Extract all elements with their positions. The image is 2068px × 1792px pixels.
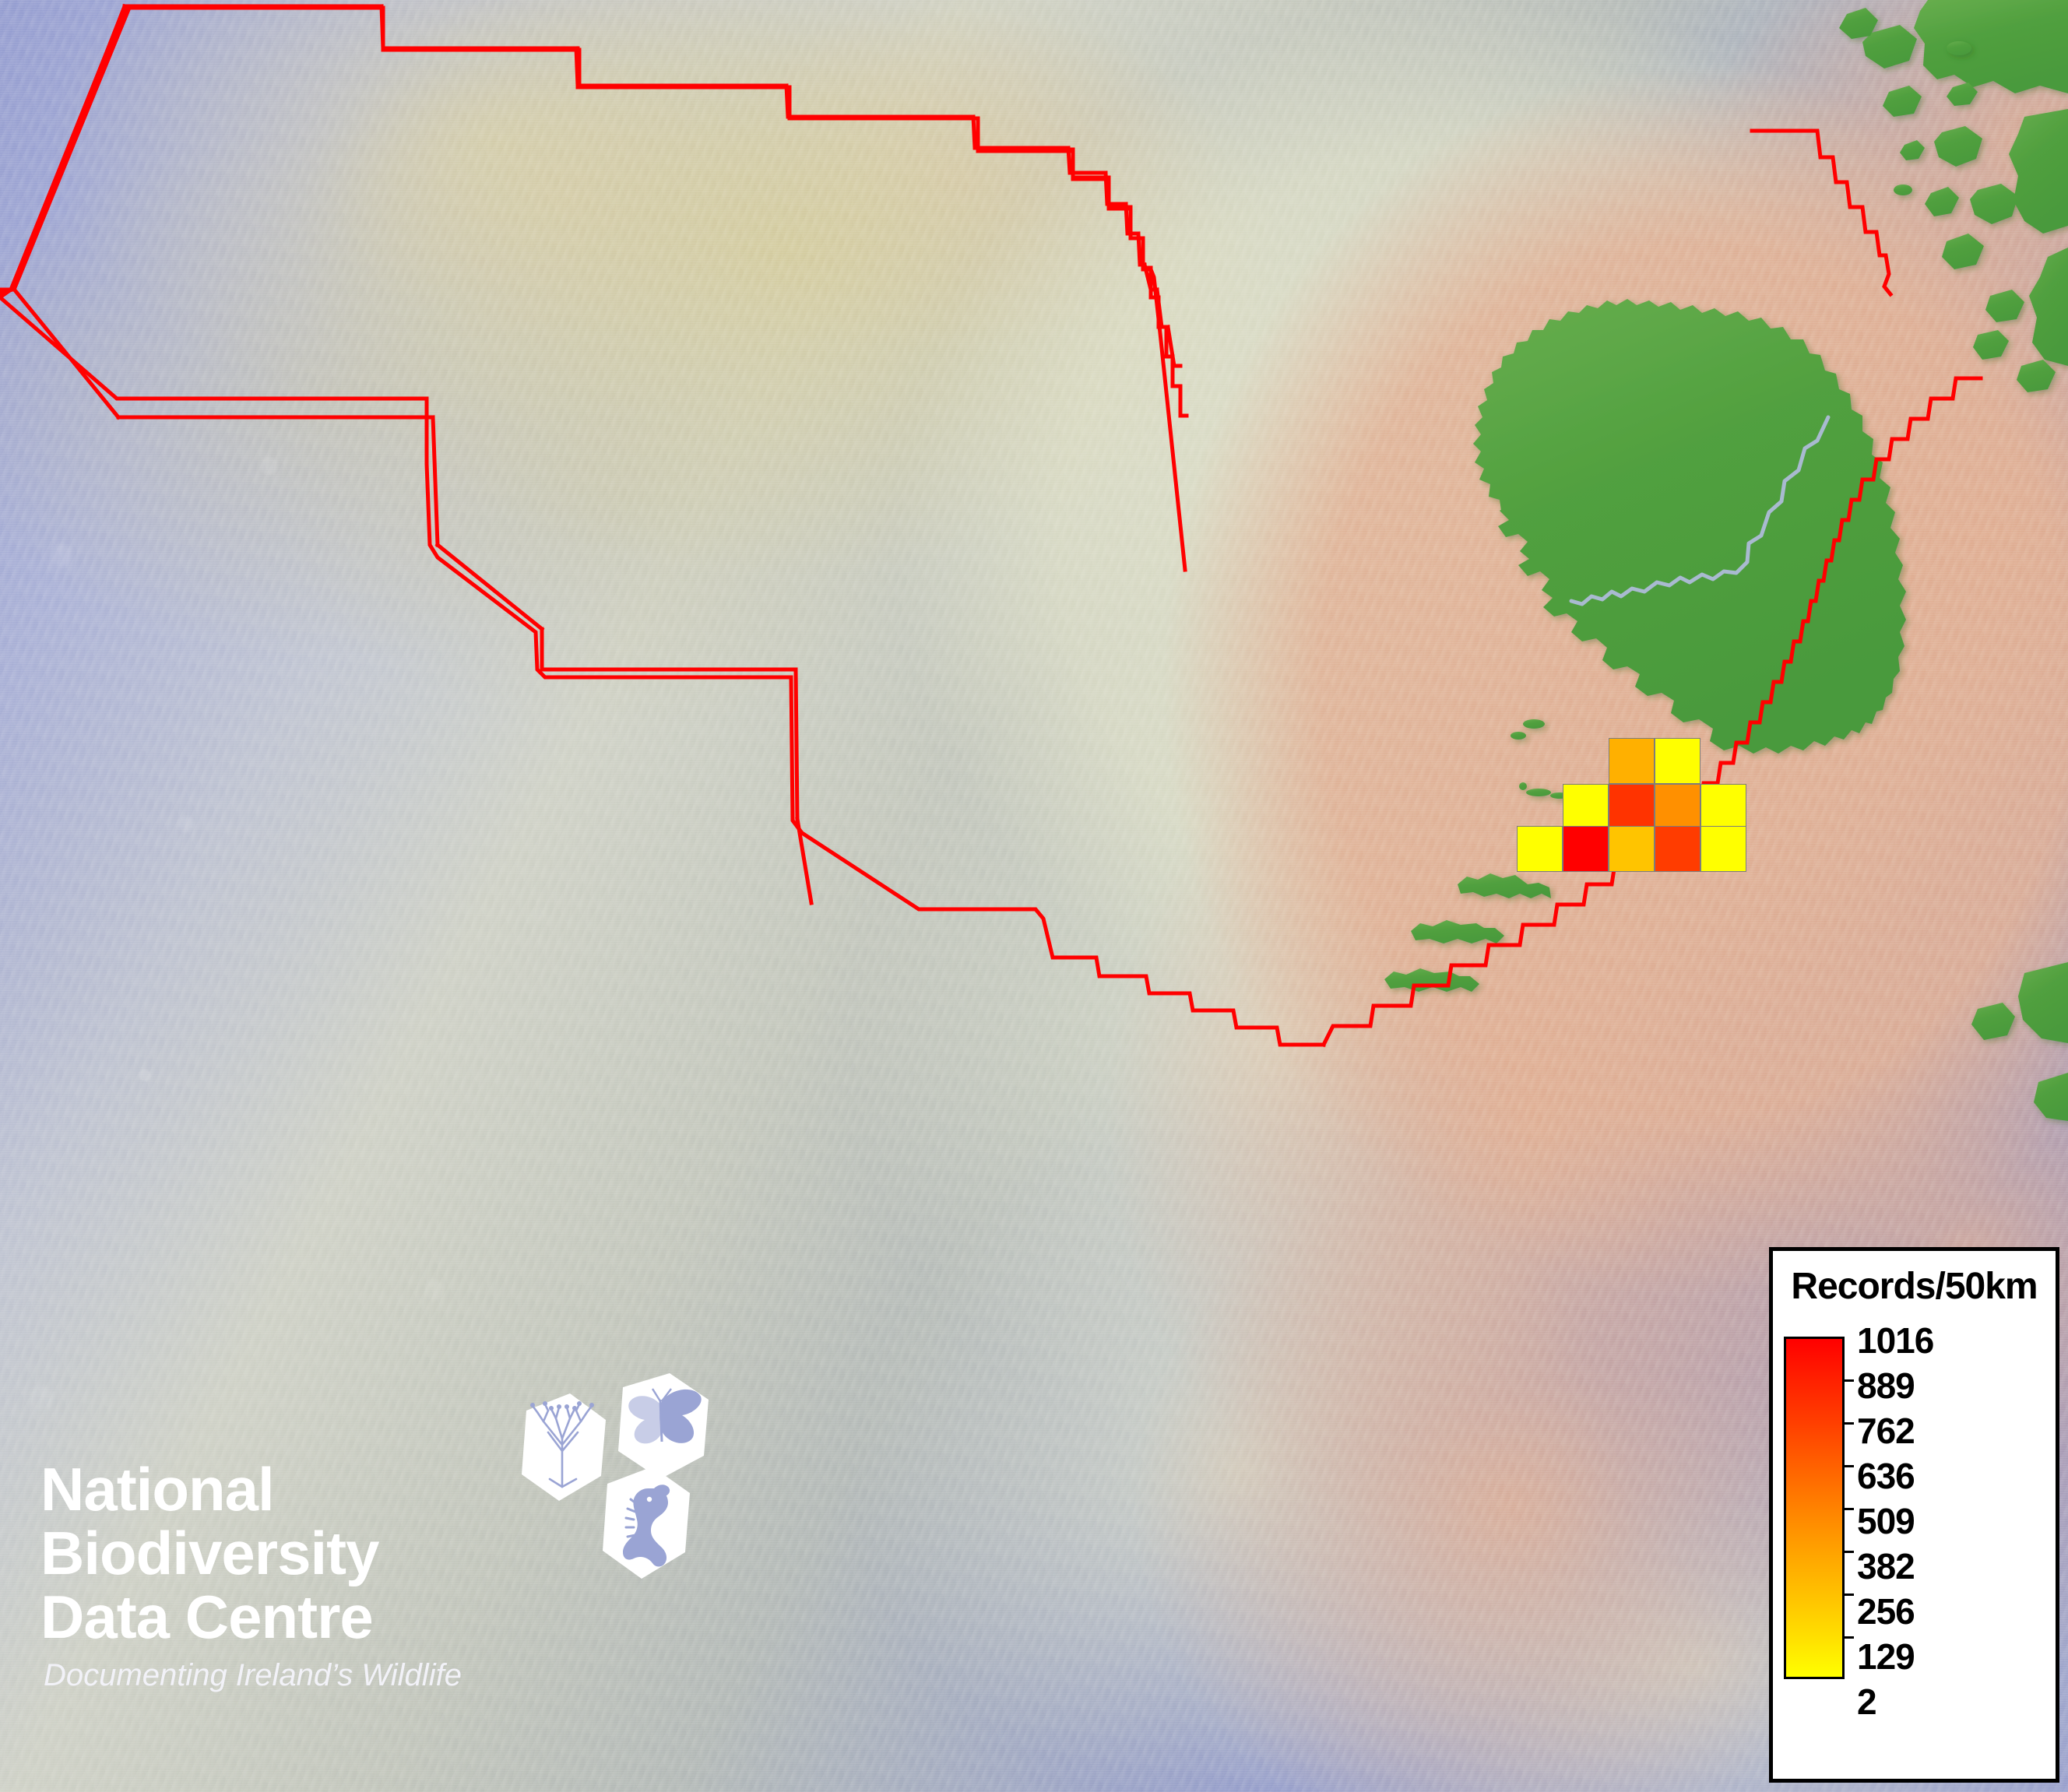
legend-title: Records/50km xyxy=(1791,1266,2038,1307)
seahorse-hexagon-icon xyxy=(603,1467,690,1579)
plant-hexagon-icon xyxy=(522,1393,606,1501)
grid-cell[interactable] xyxy=(1609,784,1655,830)
legend-panel: Records/50km 1016 889 762 636 509 382 25… xyxy=(1769,1247,2059,1783)
scotland-landmass xyxy=(1839,0,2068,392)
logo-line-3: Data Centre xyxy=(40,1583,374,1651)
legend-label: 2 xyxy=(1857,1681,1877,1722)
grid-cell[interactable] xyxy=(1655,784,1700,830)
legend-scale-labels: 1016 889 762 636 509 382 256 129 2 xyxy=(1857,1320,2052,1720)
legend-label: 636 xyxy=(1857,1456,1915,1496)
grid-cell[interactable] xyxy=(1609,826,1655,872)
legend-label: 382 xyxy=(1857,1546,1915,1586)
legend-label: 889 xyxy=(1857,1365,1915,1406)
ireland-southwest-peninsulas xyxy=(1384,873,1551,992)
legend-label: 762 xyxy=(1857,1411,1915,1451)
butterfly-hexagon-icon xyxy=(618,1373,709,1479)
wales-landmass xyxy=(1971,962,2068,1121)
grid-cell[interactable] xyxy=(1563,826,1609,872)
grid-cell[interactable] xyxy=(1609,738,1655,784)
legend-label: 129 xyxy=(1857,1636,1915,1677)
legend-colorbar xyxy=(1784,1337,1845,1679)
legend-colorbar-wrap xyxy=(1784,1337,1854,1679)
colorbar-tick xyxy=(1845,1379,1854,1382)
logo-line-2: Biodiversity xyxy=(40,1519,379,1587)
eez-boundary-line xyxy=(0,3,1189,905)
colorbar-tick xyxy=(1845,1508,1854,1510)
colorbar-tick xyxy=(1845,1422,1854,1425)
colorbar-tick xyxy=(1845,1465,1854,1467)
logo-tagline: Documenting Ireland’s Wildlife xyxy=(44,1658,462,1692)
logo-hexagon-marks xyxy=(509,1370,719,1596)
colorbar-tick xyxy=(1845,1636,1854,1639)
colorbar-tick xyxy=(1845,1593,1854,1596)
logo-wordmark: National Biodiversity Data Centre xyxy=(40,1457,539,1649)
legend-label: 256 xyxy=(1857,1591,1915,1632)
legend-label: 509 xyxy=(1857,1501,1915,1541)
legend-label: 1016 xyxy=(1857,1320,1934,1361)
grid-cell[interactable] xyxy=(1655,826,1700,872)
northern-ireland-border xyxy=(1569,415,1831,606)
eez-boundary-northeast xyxy=(1750,128,1894,297)
grid-cell[interactable] xyxy=(1655,738,1700,784)
colorbar-tick xyxy=(1845,1551,1854,1553)
logo-line-1: National xyxy=(40,1455,275,1523)
grid-cell[interactable] xyxy=(1700,784,1746,830)
nbdc-logo: National Biodiversity Data Centre Docume… xyxy=(34,1370,719,1790)
eez-boundary-main xyxy=(0,5,1983,1048)
grid-cell[interactable] xyxy=(1563,784,1609,830)
grid-cell[interactable] xyxy=(1700,826,1746,872)
grid-cell[interactable] xyxy=(1517,826,1563,872)
